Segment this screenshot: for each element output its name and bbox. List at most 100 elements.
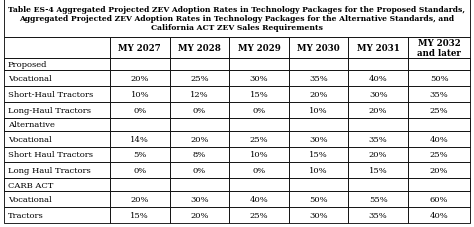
Bar bbox=[170, 119, 229, 131]
Bar bbox=[408, 38, 470, 59]
Text: 5%: 5% bbox=[133, 151, 146, 159]
Bar bbox=[4, 163, 110, 179]
Text: 40%: 40% bbox=[430, 135, 448, 143]
Bar bbox=[4, 103, 110, 119]
Text: 35%: 35% bbox=[430, 91, 448, 99]
Bar bbox=[4, 59, 110, 71]
Bar bbox=[408, 131, 470, 147]
Text: 8%: 8% bbox=[193, 151, 206, 159]
Text: 15%: 15% bbox=[369, 167, 388, 175]
Text: 15%: 15% bbox=[250, 91, 268, 99]
Bar bbox=[348, 131, 408, 147]
Text: 20%: 20% bbox=[369, 151, 387, 159]
Text: 10%: 10% bbox=[310, 107, 328, 115]
Bar bbox=[348, 38, 408, 59]
Text: 10%: 10% bbox=[310, 167, 328, 175]
Bar bbox=[229, 207, 289, 223]
Bar bbox=[170, 191, 229, 207]
Bar bbox=[229, 119, 289, 131]
Text: 55%: 55% bbox=[369, 195, 388, 203]
Bar bbox=[110, 179, 170, 191]
Text: 30%: 30% bbox=[310, 135, 328, 143]
Bar bbox=[289, 71, 348, 87]
Text: 25%: 25% bbox=[250, 135, 268, 143]
Text: 20%: 20% bbox=[430, 167, 448, 175]
Bar bbox=[4, 147, 110, 163]
Text: Short-Haul Tractors: Short-Haul Tractors bbox=[8, 91, 93, 99]
Bar bbox=[110, 87, 170, 103]
Text: 20%: 20% bbox=[190, 211, 209, 219]
Text: 25%: 25% bbox=[430, 151, 448, 159]
Bar bbox=[289, 207, 348, 223]
Text: 40%: 40% bbox=[430, 211, 448, 219]
Text: 30%: 30% bbox=[190, 195, 209, 203]
Bar bbox=[110, 163, 170, 179]
Bar bbox=[348, 119, 408, 131]
Bar bbox=[289, 191, 348, 207]
Text: 15%: 15% bbox=[309, 151, 328, 159]
Text: 20%: 20% bbox=[130, 195, 149, 203]
Bar bbox=[170, 131, 229, 147]
Bar bbox=[229, 59, 289, 71]
Bar bbox=[348, 147, 408, 163]
Bar bbox=[170, 71, 229, 87]
Bar bbox=[4, 179, 470, 191]
Bar bbox=[408, 191, 470, 207]
Bar bbox=[289, 87, 348, 103]
Bar bbox=[170, 179, 229, 191]
Bar bbox=[229, 103, 289, 119]
Text: MY 2028: MY 2028 bbox=[178, 44, 221, 53]
Text: MY 2031: MY 2031 bbox=[357, 44, 400, 53]
Text: 25%: 25% bbox=[190, 75, 209, 83]
Text: 25%: 25% bbox=[250, 211, 268, 219]
Text: MY 2027: MY 2027 bbox=[118, 44, 161, 53]
Bar bbox=[4, 38, 110, 59]
Text: Vocational: Vocational bbox=[8, 195, 51, 203]
Text: 40%: 40% bbox=[369, 75, 388, 83]
Bar bbox=[348, 71, 408, 87]
Bar bbox=[4, 179, 110, 191]
Text: 0%: 0% bbox=[193, 107, 206, 115]
Text: Vocational: Vocational bbox=[8, 75, 51, 83]
Bar bbox=[348, 207, 408, 223]
Bar bbox=[289, 119, 348, 131]
Bar bbox=[229, 131, 289, 147]
Text: 0%: 0% bbox=[193, 167, 206, 175]
Bar bbox=[110, 207, 170, 223]
Text: 35%: 35% bbox=[309, 75, 328, 83]
Bar bbox=[110, 103, 170, 119]
Text: Long Haul Tractors: Long Haul Tractors bbox=[8, 167, 91, 175]
Bar bbox=[348, 179, 408, 191]
Text: 15%: 15% bbox=[130, 211, 149, 219]
Bar bbox=[289, 59, 348, 71]
Bar bbox=[170, 147, 229, 163]
Bar bbox=[170, 87, 229, 103]
Bar bbox=[408, 87, 470, 103]
Bar bbox=[289, 38, 348, 59]
Text: Vocational: Vocational bbox=[8, 135, 51, 143]
Bar bbox=[110, 119, 170, 131]
Bar bbox=[289, 131, 348, 147]
Bar bbox=[289, 147, 348, 163]
Text: CARB ACT: CARB ACT bbox=[8, 181, 53, 189]
Text: 25%: 25% bbox=[430, 107, 448, 115]
Text: 35%: 35% bbox=[369, 211, 388, 219]
Bar bbox=[229, 179, 289, 191]
Bar bbox=[408, 119, 470, 131]
Bar bbox=[4, 207, 110, 223]
Text: Short Haul Tractors: Short Haul Tractors bbox=[8, 151, 92, 159]
Bar bbox=[110, 59, 170, 71]
Bar bbox=[348, 163, 408, 179]
Text: MY 2029: MY 2029 bbox=[237, 44, 281, 53]
Text: 0%: 0% bbox=[252, 167, 265, 175]
Bar bbox=[408, 103, 470, 119]
Text: 40%: 40% bbox=[250, 195, 268, 203]
Bar bbox=[289, 103, 348, 119]
Bar bbox=[408, 163, 470, 179]
Bar bbox=[348, 103, 408, 119]
Bar bbox=[170, 207, 229, 223]
Bar bbox=[170, 163, 229, 179]
Bar bbox=[4, 191, 110, 207]
Text: 30%: 30% bbox=[310, 211, 328, 219]
Bar bbox=[170, 59, 229, 71]
